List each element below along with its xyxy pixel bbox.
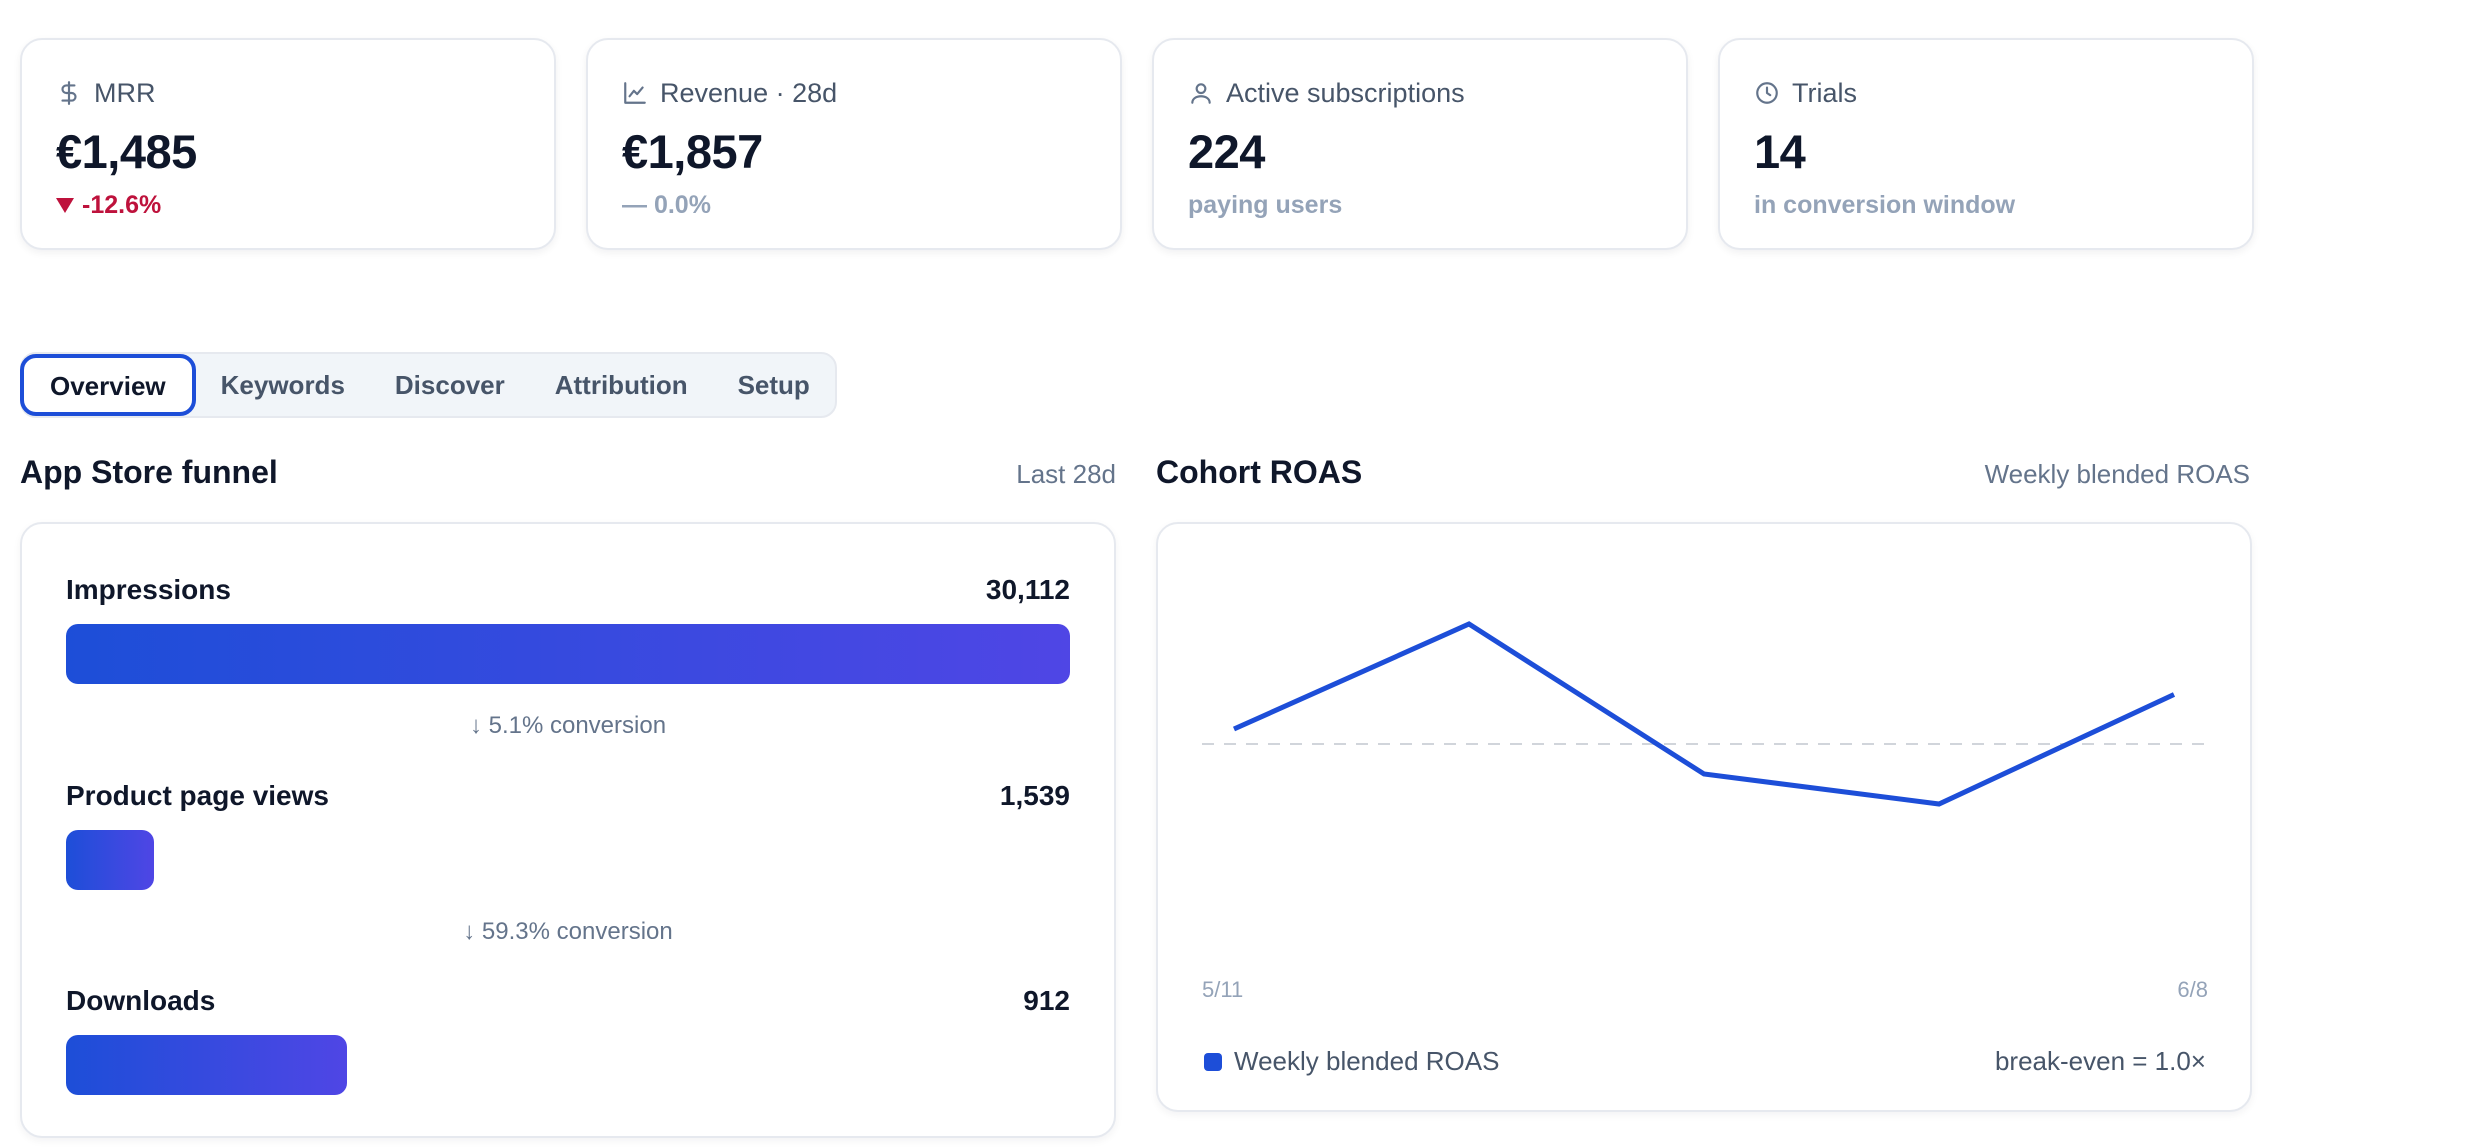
kpi-sub: paying users [1188,191,1343,219]
funnel-step-value: 30,112 [985,574,1070,605]
kpi-card-active-subscriptions: Active subscriptions 224 paying users [1152,38,1688,250]
roas-title: Cohort ROAS [1156,454,1363,490]
kpi-value: 224 [1188,125,1265,178]
kpi-row: MRR €1,485 -12.6% Revenue · 28d €1,857 —… [20,38,2254,250]
funnel-bar [66,830,155,890]
kpi-value: €1,485 [56,125,197,178]
tab-discover[interactable]: Discover [394,370,505,400]
roas-chart: 5/11 6/8 [1202,621,2208,1002]
funnel-title: App Store funnel [20,454,278,490]
funnel-step-product-page-views: Product page views 1,539 [66,780,1070,890]
kpi-card-revenue: Revenue · 28d €1,857 — 0.0% [586,38,1122,250]
kpi-label: Active subscriptions [1226,77,1465,108]
user-icon [1191,83,1211,104]
x-tick-label: 6/8 [2177,977,2208,1002]
funnel-step-label: Impressions [66,574,231,605]
funnel-step-value: 1,539 [999,780,1070,811]
tab-attribution[interactable]: Attribution [554,370,688,400]
funnel-conversion: ↓ 5.1% conversion [469,712,667,739]
kpi-delta: -12.6% [56,191,520,220]
kpi-delta: — 0.0% [622,191,711,219]
legend-label: Weekly blended ROAS [1234,1046,1500,1076]
kpi-card-mrr: MRR €1,485 -12.6% [20,38,556,250]
kpi-label: Revenue · 28d [660,77,838,108]
x-tick-label: 5/11 [1202,977,1243,1002]
kpi-value: €1,857 [622,125,763,178]
kpi-value: 14 [1754,125,1806,178]
funnel-step-impressions: Impressions 30,112 [66,574,1070,684]
kpi-sub: in conversion window [1754,191,2016,219]
funnel-step-downloads: Downloads 912 [66,985,1070,1095]
funnel-range: Last 28d [1016,459,1116,489]
triangle-down-icon [56,198,74,213]
kpi-card-trials: Trials 14 in conversion window [1718,38,2254,250]
roas-series-line [1232,621,2176,807]
dollar-icon [61,81,77,105]
funnel-step-value: 912 [1023,985,1070,1016]
funnel-step-label: Product page views [66,780,329,811]
roas-panel: 5/11 6/8 Weekly blended ROAS break-even =… [1156,522,2252,1112]
funnel-bar [66,624,1070,684]
line-chart-icon [624,82,646,104]
funnel-bar [66,1035,348,1095]
break-even-note: break-even = 1.0× [1994,1046,2206,1076]
kpi-delta-text: -12.6% [82,191,162,219]
tab-setup[interactable]: Setup [737,370,810,400]
tab-overview[interactable]: Overview [20,354,196,416]
chart-legend: Weekly blended ROAS [1204,1046,1499,1077]
tab-bar: Overview Keywords Discover Attribution S… [20,352,837,418]
roas-subtitle: Weekly blended ROAS [1984,459,2250,489]
funnel-panel: Impressions 30,112 ↓ 5.1% conversion Pro… [20,522,1116,1138]
legend-swatch [1204,1052,1222,1071]
tab-keywords[interactable]: Keywords [220,370,345,400]
funnel-conversion: ↓ 59.3% conversion [463,918,673,945]
kpi-label: Trials [1792,77,1857,108]
clock-icon [1756,82,1778,104]
funnel-step-label: Downloads [66,985,216,1016]
kpi-label: MRR [94,77,156,108]
